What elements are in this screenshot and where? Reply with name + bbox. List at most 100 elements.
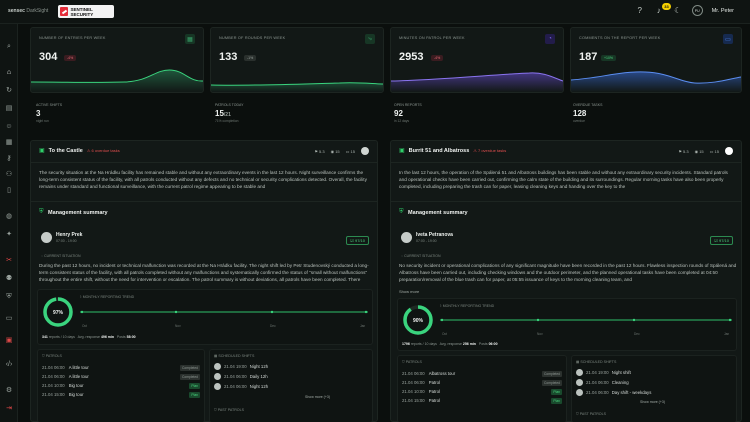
situation-text: No security incident or operational comp…	[399, 263, 737, 282]
mini-stat-overdue: Overdue tasks 128 overdue	[573, 103, 602, 123]
stat-card-minutes[interactable]: Minutes on patrol per week 2953 -4% ◔	[390, 27, 564, 93]
settings-icon[interactable]: ⚙	[5, 387, 13, 394]
mini-stat-reports: Open reports 92 in 12 days	[394, 103, 422, 123]
patrol-name: Big tour	[68, 392, 84, 397]
pin-icon[interactable]: ✦	[6, 231, 12, 238]
meta-comments: 15	[714, 148, 719, 154]
meta-rating: 5.3	[683, 148, 689, 154]
axis-label: Nov	[537, 332, 543, 336]
shift-name: Cleaning	[611, 380, 629, 385]
shift-lead[interactable]: Iveta Petranova 07:00 - 19:00	[401, 232, 453, 243]
site-report-text: The security situation at the Na Hrádku …	[39, 170, 367, 189]
shield-check-icon: ⛨	[399, 209, 404, 215]
code-icon[interactable]: ‹/›	[5, 361, 13, 368]
search-icon[interactable]: ⌕	[7, 43, 11, 50]
trend-line	[80, 310, 368, 314]
shift-row[interactable]: 21.04 06:00 Daily 12h	[214, 373, 268, 380]
user-name[interactable]: Mr. Peter	[711, 7, 734, 14]
patrol-row[interactable]: 21.04 10:00 Big tour	[42, 383, 84, 388]
patrol-date: 21.04 06:00	[42, 374, 65, 379]
rating-icon: ⚑ 5.3	[314, 148, 325, 154]
document-icon[interactable]: ▯	[7, 187, 11, 194]
site-header[interactable]: ▣ Burrit 51 and Albatross ⚠ 7 overdue ta…	[399, 147, 507, 155]
axis-label: Oct	[82, 324, 87, 328]
overdue-tasks[interactable]: ⚠ 7 overdue tasks	[473, 148, 507, 153]
chart-icon[interactable]: ▤	[5, 105, 13, 112]
stat-value: 2953	[399, 51, 424, 63]
overdue-tasks[interactable]: ⚠ 6 overdue tasks	[86, 148, 120, 153]
patrol-row[interactable]: 21.04 06:00 Patrol	[402, 380, 440, 385]
company-logo[interactable]: SENTINEL SECURITY	[58, 5, 114, 18]
people-icon[interactable]: ⚉	[5, 275, 13, 282]
patrol-date: 21.04 06:00	[402, 380, 425, 385]
home-icon[interactable]: ⌂	[6, 69, 12, 76]
site-panel-right: ▣ Burrit 51 and Albatross ⚠ 7 overdue ta…	[390, 140, 742, 422]
stat-card-rounds[interactable]: Number of rounds per week 133 -1% ⤷	[210, 27, 384, 93]
stat-value: 187	[579, 51, 598, 63]
team-icon[interactable]: ⚇	[5, 171, 13, 178]
shift-lead[interactable]: Henry Prek 07:00 - 19:00	[41, 232, 82, 243]
show-more-link[interactable]: Show more	[399, 289, 420, 294]
patrol-row[interactable]: 21.04 06:00 A little tour	[42, 365, 89, 370]
shifts-show-more[interactable]: Show more (+3)	[640, 400, 665, 404]
avg-value: 496 min	[100, 335, 114, 339]
patrol-row[interactable]: 21.04 15:00 Big tour	[42, 392, 84, 397]
stat-card-entries[interactable]: Number of entries per week 304 -4% ▦	[30, 27, 204, 93]
logo-mark-icon	[60, 7, 69, 16]
brand-text: sensec DarkSight	[8, 8, 48, 14]
patrol-row[interactable]: 21.04 15:00 Patrol	[402, 398, 440, 403]
shift-date: 21.04 06:00	[586, 380, 609, 385]
avatar	[401, 232, 412, 243]
clock-icon: ◔	[545, 34, 555, 44]
comments-sparkline	[571, 71, 741, 92]
refresh-icon[interactable]: ↻	[6, 87, 12, 94]
patrol-row[interactable]: 21.04 06:00 A little tour	[42, 374, 89, 379]
bell-icon[interactable]: ♪ 33	[656, 2, 671, 15]
shift-row[interactable]: 21.04 06:00 Night 12h	[214, 383, 268, 390]
avatar[interactable]	[361, 147, 369, 155]
site-header[interactable]: ▣ To the Castle ⚠ 6 overdue tasks	[39, 147, 120, 155]
top-bar: sensec DarkSight SENTINEL SECURITY ? ♪ 33…	[0, 0, 750, 24]
help-icon[interactable]: ?	[637, 6, 642, 15]
score-value: 97/10	[354, 238, 365, 243]
key-icon[interactable]: ⚷	[6, 155, 12, 162]
patrol-row[interactable]: 21.04 06:00 Albatross tour	[402, 371, 455, 376]
patrol-status: Completed	[180, 365, 200, 371]
shift-row[interactable]: 21.04 06:00 Day shift - weekdays	[576, 389, 651, 396]
summary-title: Management summary	[48, 210, 108, 216]
user-avatar[interactable]: PU	[691, 5, 703, 16]
inbox-icon[interactable]: ▣	[5, 337, 13, 344]
past-patrols-title: ⛉ Past patrols	[214, 408, 244, 412]
avatar[interactable]	[725, 147, 733, 155]
tools-icon[interactable]: ✂	[6, 257, 12, 264]
mini-sub: overdue	[573, 119, 585, 123]
shift-row[interactable]: 21.04 19:00 Night shift	[576, 369, 631, 376]
shift-row[interactable]: 21.04 06:00 Cleaning	[576, 379, 629, 386]
trend-label-text: Monthly reporting trend	[442, 304, 495, 308]
trend-ring: 97%	[43, 297, 73, 327]
stat-delta: -4%	[64, 55, 77, 61]
shield-icon[interactable]: ⛨	[6, 293, 12, 300]
stat-delta: -1%	[244, 55, 257, 61]
reports-count: 341	[42, 335, 48, 339]
site-report-text: In the last 12 hours, the operation of t…	[399, 170, 728, 189]
patrol-row[interactable]: 21.04 10:00 Patrol	[402, 389, 440, 394]
shift-row[interactable]: 21.04 19:00 Night 12h	[214, 363, 268, 370]
shifts-show-more[interactable]: Show more (+3)	[305, 395, 330, 399]
logout-icon[interactable]: ⇥	[6, 405, 12, 412]
meta-views: 15	[699, 148, 704, 154]
user-icon[interactable]: ☺	[5, 123, 13, 130]
moon-icon[interactable]: ☾	[674, 6, 682, 15]
mini-value-suffix: /21	[223, 112, 231, 118]
stat-card-comments[interactable]: Comments on the report per week 187 +10%…	[570, 27, 742, 93]
past-patrols-title-text: Past patrols	[217, 408, 244, 412]
calendar-icon[interactable]: ▦	[5, 139, 13, 146]
trend-panel: 90% ⌇ Monthly reporting trend Oct Nov De…	[397, 298, 737, 351]
patrol-name: Patrol	[428, 380, 440, 385]
trend-panel: 97% ⌇ Monthly reporting trend Oct Nov De…	[37, 289, 373, 345]
globe-icon[interactable]: ◍	[5, 213, 13, 220]
shifts-title: ▦ Scheduled shifts	[214, 354, 255, 358]
trend-line	[440, 318, 732, 322]
folder-icon[interactable]: ▭	[5, 315, 13, 322]
mini-sub: in 12 days	[394, 119, 410, 123]
